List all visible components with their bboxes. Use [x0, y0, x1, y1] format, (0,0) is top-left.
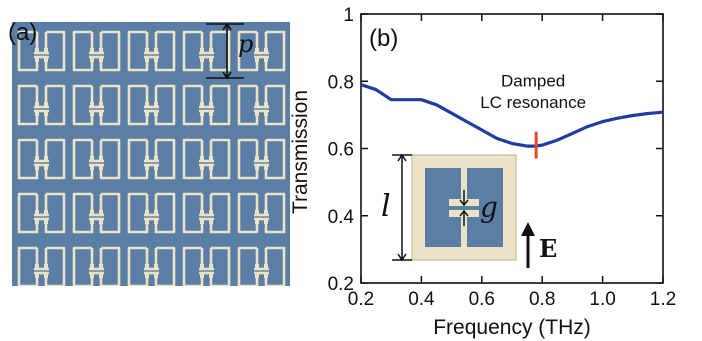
inset-unit-cell: g l E	[381, 153, 557, 268]
annotation-damped: Damped	[501, 71, 565, 90]
field-arrow-icon	[521, 222, 535, 268]
panel-b-chart: (b) 0.2 0.4 0.6 0.8 1.0 1.2 0.2 0.4 0.6 0.8 1 Fre…	[289, 5, 676, 339]
period-indicator	[206, 22, 244, 80]
x-tick-label: 0.8	[529, 289, 555, 310]
y-axis-label: Transmission	[289, 90, 312, 214]
y-tick-label: 1	[343, 5, 354, 26]
field-label: E	[539, 234, 557, 263]
transmission-curve	[360, 83, 664, 148]
length-label: l	[381, 189, 391, 224]
y-tick-label: 0.8	[328, 72, 354, 93]
panel-b-label: (b)	[369, 25, 398, 52]
x-tick-label: 0.2	[348, 289, 374, 310]
micrograph-image	[12, 22, 290, 286]
y-tick-label: 0.6	[328, 140, 354, 161]
x-tick-label: 0.4	[408, 289, 435, 310]
annotation-lc-resonance: LC resonance	[480, 93, 586, 112]
y-tick-labels: 0.2 0.4 0.6 0.8 1	[328, 5, 355, 295]
x-tick-labels: 0.2 0.4 0.6 0.8 1.0 1.2	[348, 289, 676, 310]
y-tick-label: 0.4	[328, 207, 355, 228]
length-indicator	[392, 153, 412, 262]
inset-capacitor-gap	[449, 206, 479, 210]
panel-a: (a) p	[8, 19, 290, 286]
x-axis-label: Frequency (THz)	[433, 316, 591, 339]
y-tick-label: 0.2	[328, 274, 354, 295]
axis-ticks	[360, 13, 664, 284]
panel-a-label: (a)	[8, 19, 37, 46]
gap-indicator	[459, 190, 469, 226]
gap-label: g	[480, 191, 498, 224]
x-tick-label: 1.0	[589, 289, 615, 310]
x-tick-label: 1.2	[650, 289, 676, 310]
x-tick-label: 0.6	[469, 289, 495, 310]
period-label: p	[238, 30, 253, 58]
